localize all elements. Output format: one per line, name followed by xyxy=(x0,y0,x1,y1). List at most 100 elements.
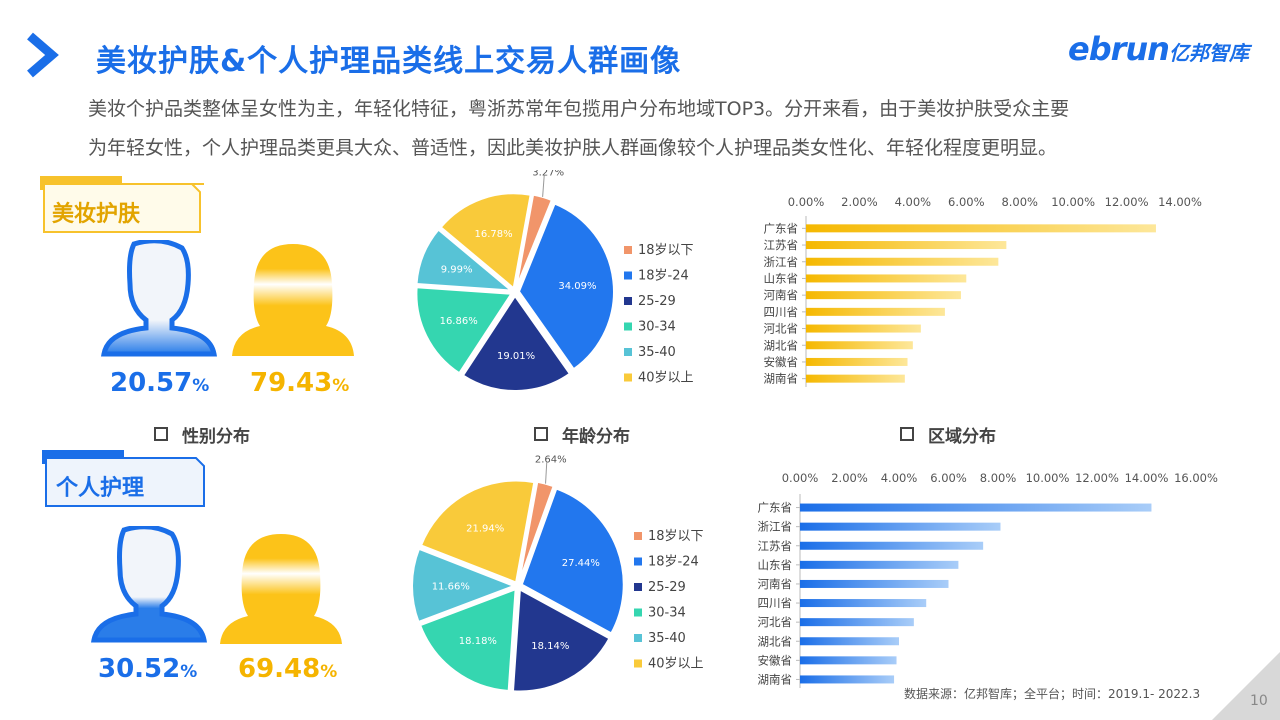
bar xyxy=(800,579,949,588)
pie-value-label: 18.18% xyxy=(459,636,497,647)
male-percentage: 30.52% xyxy=(98,654,198,684)
female-icon xyxy=(232,244,354,356)
axis-tick-label: 10.00% xyxy=(1051,195,1095,209)
axis-tick-label: 12.00% xyxy=(1075,471,1119,485)
female-percentage: 79.43% xyxy=(250,368,350,398)
bar xyxy=(800,637,899,646)
pie-value-label: 11.66% xyxy=(432,582,470,593)
pie-slice xyxy=(511,587,611,693)
axis-tick-label: 4.00% xyxy=(881,471,918,485)
pie-value-label: 34.09% xyxy=(558,281,596,292)
axis-tick-label: 4.00% xyxy=(895,195,932,209)
section-tag-frame xyxy=(40,176,204,233)
pie-slice xyxy=(520,487,625,635)
category-label: 湖北省 xyxy=(764,338,799,352)
axis-tick-label: 6.00% xyxy=(948,195,985,209)
intro-line-1: 美妆个护品类整体呈女性为主，年轻化特征，粤浙苏常年包揽用户分布地域TOP3。分开… xyxy=(88,98,1070,120)
category-label: 安徽省 xyxy=(758,653,793,667)
legend-label: 18岁-24 xyxy=(638,269,689,284)
category-label: 湖南省 xyxy=(764,372,799,386)
bar xyxy=(806,357,908,366)
category-label: 四川省 xyxy=(764,305,799,319)
section-tag-personal: 个人护理 xyxy=(56,476,145,501)
pie-slice xyxy=(517,202,615,371)
legend-swatch xyxy=(624,271,632,280)
age-pie-chart-personal: 2.64% 27.44% 18.14% 18.18% 11.66% 21.94% 18岁以下… xyxy=(411,454,704,693)
pie-slice xyxy=(411,547,517,624)
category-label: 河南省 xyxy=(764,288,799,302)
legend-label: 18岁以下 xyxy=(648,529,704,544)
axis-tick-label: 8.00% xyxy=(1001,195,1038,209)
legend-label: 30-34 xyxy=(638,320,676,335)
category-label: 安徽省 xyxy=(764,355,799,369)
pie-value-label: 16.78% xyxy=(475,229,513,240)
male-icon xyxy=(101,240,217,357)
legend-swatch xyxy=(634,532,642,540)
legend-label: 40岁以上 xyxy=(638,371,694,386)
category-label: 山东省 xyxy=(764,271,799,285)
axis-tick-label: 16.00% xyxy=(1174,471,1218,485)
bar xyxy=(806,374,905,383)
legend-label: 30-34 xyxy=(648,606,686,621)
legend-swatch xyxy=(624,246,632,254)
legend-label: 35-40 xyxy=(638,345,676,360)
category-label: 浙江省 xyxy=(758,520,793,534)
page-number: 10 xyxy=(1250,693,1268,709)
category-label: 河北省 xyxy=(758,615,793,629)
bar xyxy=(800,599,927,608)
category-label: 广东省 xyxy=(764,221,799,235)
region-bar-chart-personal: 0.00% 2.00% 4.00% 6.00% 8.00% 10.00% 12.00% 14.… xyxy=(758,471,1218,688)
category-label: 江苏省 xyxy=(764,238,799,252)
axis-tick-label: 2.00% xyxy=(841,195,878,209)
axis-tick-label: 0.00% xyxy=(782,471,819,485)
female-icon xyxy=(220,534,342,644)
caption-age: 年龄分布 xyxy=(534,422,630,447)
axis-tick-label: 8.00% xyxy=(980,471,1017,485)
logo-en: ebrun xyxy=(1068,30,1170,68)
bar xyxy=(806,307,945,316)
bar xyxy=(800,522,1001,531)
intro-line-2: 为年轻女性，个人护理品类更具大众、普适性，因此美妆护肤人群画像较个人护理品类女性… xyxy=(88,137,1058,159)
pie-value-label: 2.64% xyxy=(535,454,567,465)
bar xyxy=(806,241,1007,250)
pie-value-label: 9.99% xyxy=(441,265,473,276)
pie-slice xyxy=(415,228,515,292)
page-corner-fold xyxy=(1212,652,1280,720)
legend-swatch xyxy=(624,322,632,331)
category-label: 湖北省 xyxy=(758,634,793,648)
bar xyxy=(806,224,1156,233)
category-label: 山东省 xyxy=(758,558,793,572)
logo: ebrun亿邦智库 xyxy=(1068,30,1249,68)
pie-value-label: 21.94% xyxy=(466,523,504,534)
male-icon xyxy=(91,526,207,643)
caption-gender: 性别分布 xyxy=(154,422,250,447)
category-label: 河南省 xyxy=(758,577,793,591)
pie-value-label: 27.44% xyxy=(562,558,600,569)
category-label: 广东省 xyxy=(758,501,793,515)
pie-value-label: 16.86% xyxy=(440,316,478,327)
category-label: 四川省 xyxy=(758,596,793,610)
legend-swatch xyxy=(624,348,632,356)
pie-leader-line xyxy=(542,175,545,197)
legend-swatch xyxy=(634,634,642,642)
axis-tick-label: 14.00% xyxy=(1158,195,1202,209)
category-label: 河北省 xyxy=(764,322,799,336)
logo-cn: 亿邦智库 xyxy=(1168,41,1249,65)
axis-tick-label: 10.00% xyxy=(1026,471,1070,485)
data-source-note: 数据来源：亿邦智库；全平台；时间：2019.1- 2022.3 xyxy=(904,687,1201,701)
section-tag-beauty: 美妆护肤 xyxy=(52,202,141,227)
legend-label: 18岁以下 xyxy=(638,243,694,258)
legend-swatch xyxy=(634,608,642,617)
pie-value-label: 3.27% xyxy=(532,170,564,179)
bar xyxy=(806,341,913,350)
pie-value-label: 19.01% xyxy=(497,351,535,362)
category-label: 湖南省 xyxy=(758,672,793,686)
axis-tick-label: 14.00% xyxy=(1125,471,1169,485)
female-percentage: 69.48% xyxy=(238,654,338,684)
axis-tick-label: 2.00% xyxy=(831,471,868,485)
pie-value-label: 18.14% xyxy=(531,641,569,652)
bar xyxy=(806,257,999,266)
chevron-right-icon xyxy=(27,32,59,78)
legend-swatch xyxy=(624,297,632,305)
axis-tick-label: 6.00% xyxy=(930,471,967,485)
